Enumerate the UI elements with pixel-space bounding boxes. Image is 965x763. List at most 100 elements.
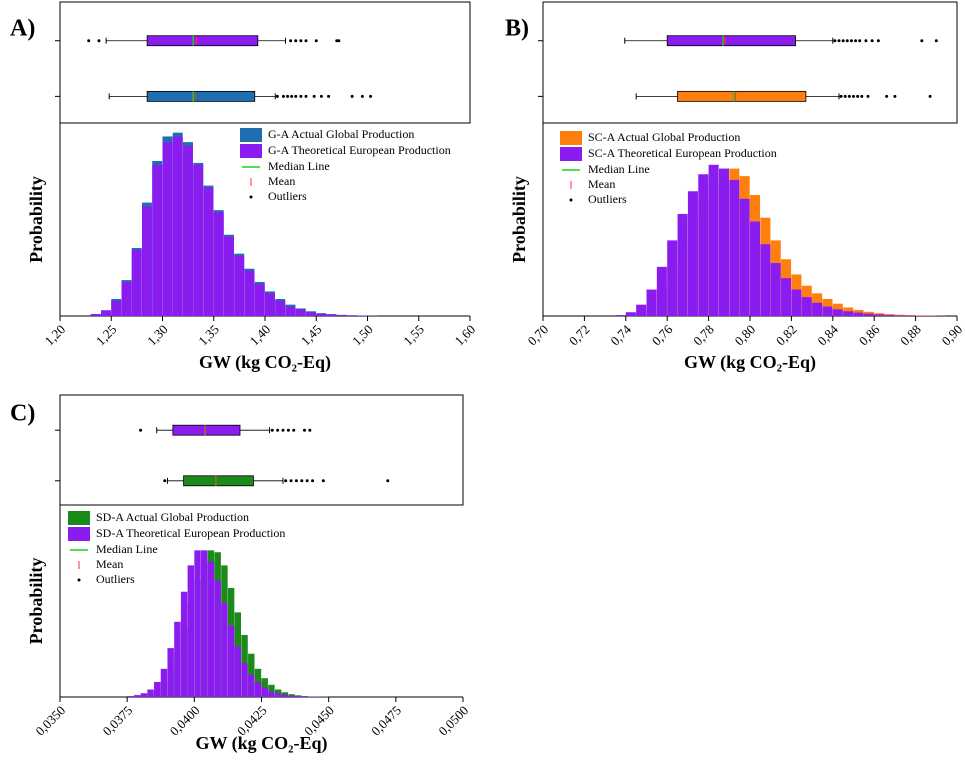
histogram-bar bbox=[295, 309, 306, 316]
histogram-bar bbox=[884, 315, 895, 316]
x-tick-label: 1,30 bbox=[144, 322, 171, 349]
histogram-bar bbox=[154, 681, 161, 697]
histogram-bar bbox=[760, 244, 771, 316]
box-frame bbox=[59, 394, 464, 506]
outlier bbox=[319, 94, 323, 98]
outlier bbox=[312, 94, 316, 98]
histogram-bar bbox=[336, 315, 347, 316]
histogram-bar bbox=[147, 689, 154, 697]
histogram-bar bbox=[306, 312, 316, 316]
outlier bbox=[833, 39, 837, 43]
histogram-bar bbox=[133, 695, 141, 697]
outlier bbox=[276, 428, 280, 432]
histogram-bar bbox=[268, 691, 275, 697]
histogram-bar bbox=[750, 221, 761, 316]
outlier bbox=[292, 428, 296, 432]
histogram-bar bbox=[905, 315, 916, 316]
x-tick-label: 1,60 bbox=[452, 322, 479, 349]
x-axis-label: GW (kg CO₂-Eq) bbox=[684, 352, 816, 373]
legend-label: SD-A Actual Global Production bbox=[96, 510, 249, 524]
outlier bbox=[849, 39, 853, 43]
outlier bbox=[87, 39, 91, 43]
legend-label: SC-A Theoretical European Production bbox=[588, 146, 777, 160]
histogram-bar bbox=[265, 293, 275, 316]
outlier bbox=[856, 94, 860, 98]
histogram-bar bbox=[180, 591, 188, 697]
outlier bbox=[321, 479, 325, 483]
histogram-bar bbox=[90, 314, 101, 316]
outlier bbox=[335, 39, 339, 43]
histogram-bar bbox=[677, 213, 688, 316]
histogram-bar bbox=[316, 313, 327, 316]
legend-label: G-A Theoretical European Production bbox=[268, 143, 451, 157]
histogram-bar bbox=[248, 674, 255, 697]
histogram-bar bbox=[244, 270, 255, 316]
histogram-bar bbox=[152, 164, 163, 316]
histogram-bar bbox=[274, 693, 282, 697]
x-tick-label: 0,0375 bbox=[100, 703, 136, 739]
histogram-bar bbox=[268, 684, 275, 697]
outlier bbox=[286, 94, 290, 98]
legend-label: Median Line bbox=[588, 162, 650, 176]
legend-swatch bbox=[68, 527, 90, 541]
legend-label: Mean bbox=[268, 174, 295, 188]
outlier bbox=[304, 39, 308, 43]
box bbox=[666, 35, 796, 47]
x-tick-label: 0,74 bbox=[607, 321, 634, 348]
histogram-bar bbox=[131, 249, 142, 316]
panel-label: B) bbox=[505, 16, 529, 42]
histogram-bar bbox=[646, 289, 657, 316]
outlier bbox=[270, 428, 274, 432]
panel-label: C) bbox=[10, 401, 35, 427]
x-tick-label: 0,0475 bbox=[368, 703, 404, 739]
x-axis-label: GW (kg CO₂-Eq) bbox=[195, 733, 327, 754]
histogram-bar bbox=[111, 300, 122, 316]
outlier bbox=[311, 479, 315, 483]
outlier bbox=[350, 94, 354, 98]
histogram-bar bbox=[201, 550, 208, 697]
outlier bbox=[281, 94, 285, 98]
outlier bbox=[294, 94, 298, 98]
histogram-bar bbox=[213, 212, 224, 316]
outlier bbox=[847, 94, 851, 98]
histogram-bar bbox=[142, 206, 152, 316]
outlier bbox=[327, 94, 331, 98]
box-frame bbox=[59, 1, 471, 124]
x-tick-label: 1,25 bbox=[93, 322, 120, 349]
outlier bbox=[300, 479, 304, 483]
x-tick-label: 1,40 bbox=[247, 322, 274, 349]
histogram-bar bbox=[194, 550, 201, 697]
x-tick-label: 1,55 bbox=[400, 322, 427, 349]
legend-label: Median Line bbox=[96, 542, 158, 556]
x-tick-label: 0,90 bbox=[939, 322, 965, 349]
histogram-bar bbox=[853, 312, 864, 316]
histogram-bar bbox=[101, 310, 111, 316]
x-axis-label: GW (kg CO₂-Eq) bbox=[199, 352, 331, 373]
histogram-bar bbox=[656, 266, 667, 316]
box bbox=[146, 90, 256, 102]
x-tick-label: 0,0350 bbox=[32, 703, 68, 739]
histogram-bar bbox=[174, 621, 181, 697]
histogram-bar bbox=[140, 693, 148, 697]
x-tick-label: 0,76 bbox=[649, 321, 676, 348]
outlier bbox=[854, 39, 858, 43]
outlier bbox=[843, 94, 847, 98]
histogram-bar bbox=[781, 278, 792, 316]
histogram-bar bbox=[285, 306, 296, 316]
y-axis-label: Probability bbox=[509, 176, 529, 263]
legend-label: G-A Actual Global Production bbox=[268, 127, 414, 141]
histogram-bar bbox=[160, 668, 168, 697]
x-tick-label: 0,84 bbox=[814, 321, 841, 348]
histogram-bar bbox=[822, 306, 833, 316]
outlier bbox=[284, 479, 288, 483]
outlier bbox=[934, 39, 938, 43]
histogram-bar bbox=[234, 646, 242, 697]
histogram-bar bbox=[254, 681, 262, 697]
histogram-bar bbox=[281, 692, 289, 697]
histogram-bar bbox=[241, 663, 248, 697]
x-tick-label: 0,82 bbox=[773, 322, 800, 349]
outlier bbox=[860, 94, 864, 98]
histogram-bar bbox=[874, 314, 885, 316]
histogram-bar bbox=[687, 191, 698, 316]
